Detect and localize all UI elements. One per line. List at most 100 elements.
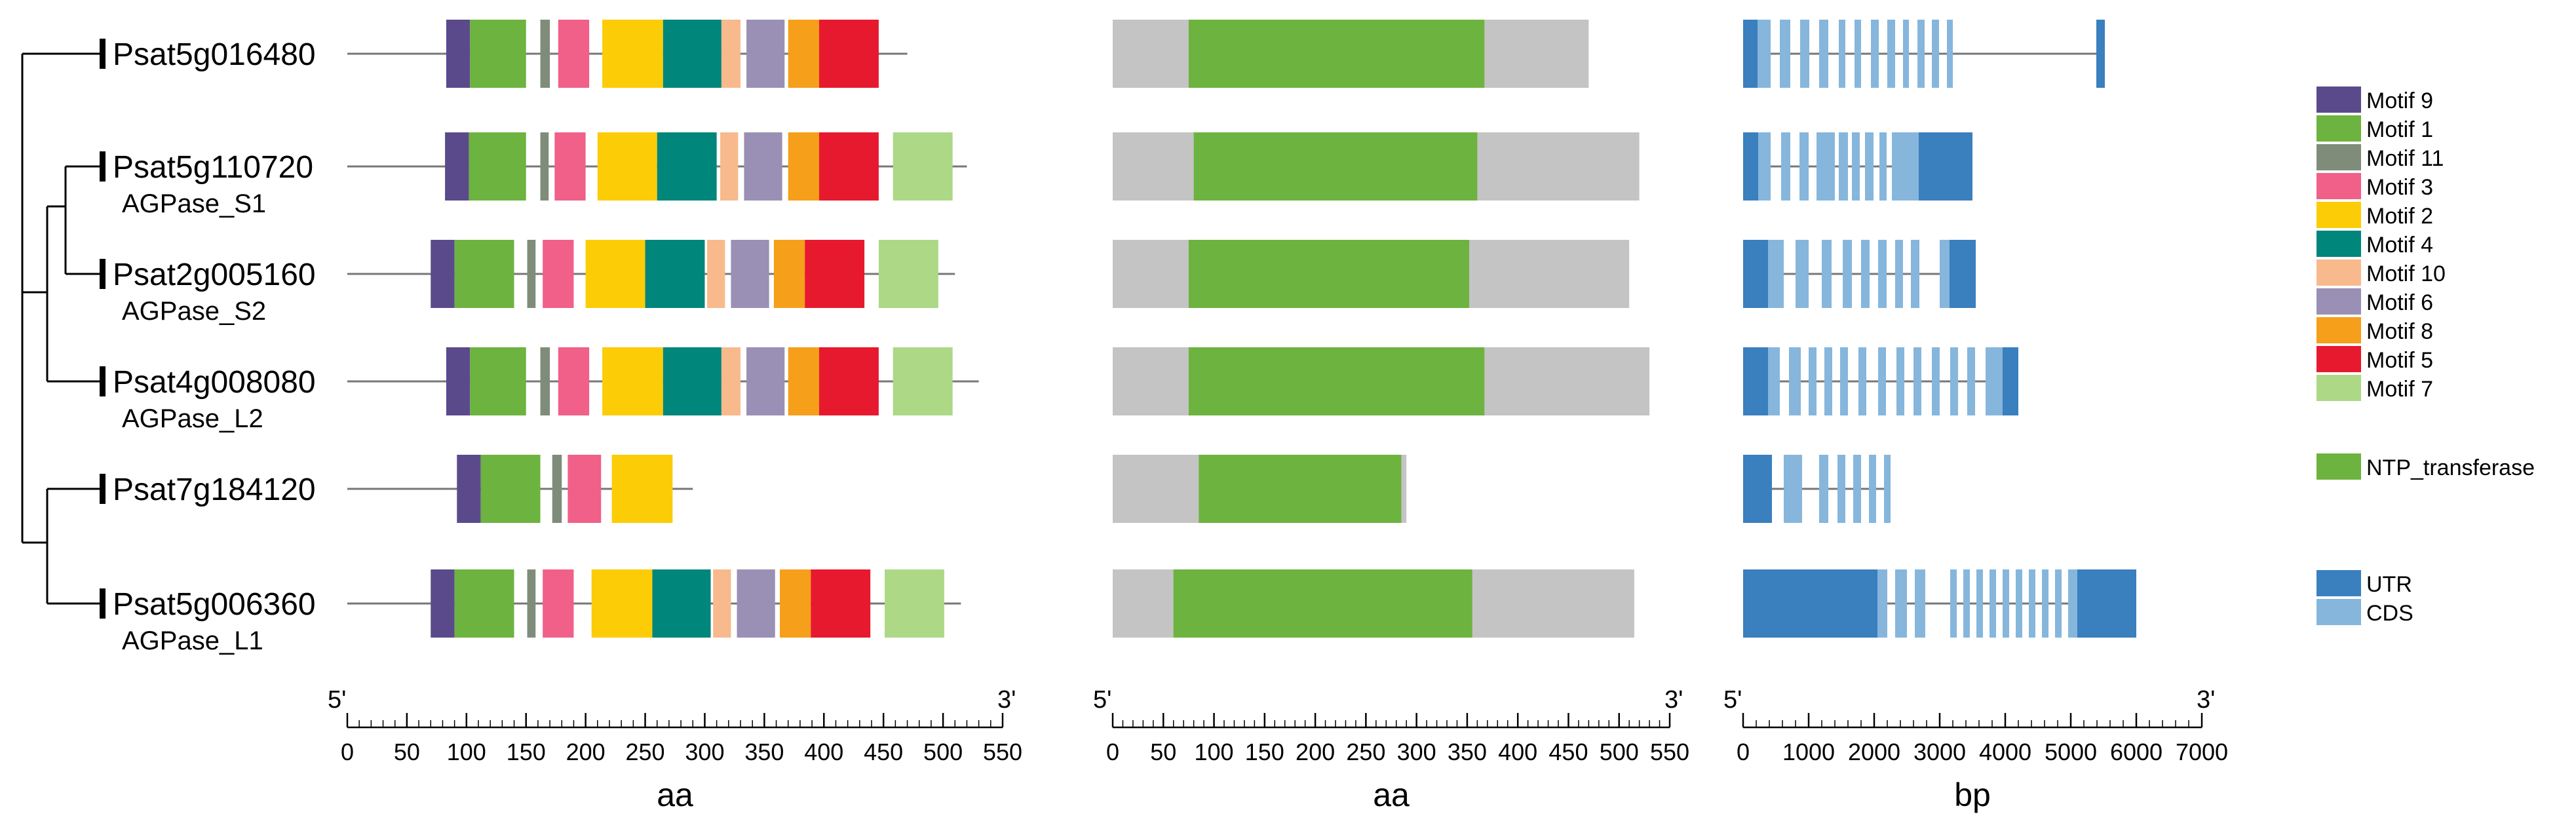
cds-block	[1768, 240, 1784, 308]
motif-box-motif-2	[597, 132, 657, 201]
motif-track	[347, 569, 961, 638]
axis-tick-label: 250	[1346, 739, 1385, 765]
legend-label: Motif 2	[2366, 204, 2433, 229]
legend-item-motif-3: Motif 3	[2316, 173, 2433, 200]
axis-tick-label: 300	[1397, 739, 1436, 765]
motif-box-motif-8	[788, 347, 819, 415]
legend-item-motif-11: Motif 11	[2316, 144, 2444, 171]
cds-block	[2055, 569, 2062, 638]
legend-item-motif-1: Motif 1	[2316, 115, 2433, 142]
motif-track	[347, 240, 955, 308]
motif-track	[347, 347, 979, 415]
cds-block	[1781, 132, 1790, 201]
motif-box-motif-11	[552, 455, 562, 523]
legend-swatch	[2316, 202, 2361, 228]
axis-unit-label: aa	[1373, 777, 1410, 813]
cds-block	[1903, 20, 1909, 88]
cds-block	[1990, 569, 1996, 638]
legend-label: Motif 9	[2366, 88, 2433, 113]
cds-block	[1932, 20, 1939, 88]
domain-track	[1113, 240, 1630, 308]
utr-block	[1743, 132, 1758, 201]
legend-item-motif-8: Motif 8	[2316, 317, 2433, 344]
motif-box-motif-9	[457, 455, 481, 523]
axis-tick-label: 50	[1150, 739, 1176, 765]
motif-track	[347, 132, 967, 201]
axis-tick-label: 0	[341, 739, 354, 765]
legend-swatch	[2316, 173, 2361, 199]
motif-box-motif-5	[805, 240, 865, 308]
cds-block	[1871, 20, 1879, 88]
legend-swatch	[2316, 375, 2361, 401]
axis-tick-label: 550	[983, 739, 1022, 765]
ntp-transferase-domain	[1199, 455, 1402, 523]
cds-block	[1911, 240, 1919, 308]
gene-id-label: Psat5g110720	[113, 150, 313, 185]
legend-label: UTR	[2366, 572, 2412, 597]
gene-row-psat4g008080: Psat4g008080 AGPase_L2	[100, 347, 2018, 433]
cds-block	[1895, 569, 1907, 638]
axis-tick-label: 300	[685, 739, 724, 765]
cds-block	[1887, 20, 1895, 88]
cds-block	[1819, 20, 1828, 88]
gene-marker-psat7g184120	[100, 474, 106, 504]
ntp-transferase-domain	[1188, 347, 1485, 415]
cds-block	[1817, 132, 1835, 201]
cds-block	[1839, 20, 1845, 88]
motif-box-motif-6	[746, 347, 785, 415]
cds-block	[1865, 132, 1874, 201]
legend-swatch	[2316, 570, 2361, 596]
axis-5prime-label: 5'	[1723, 686, 1742, 714]
motif-track	[347, 20, 908, 88]
cds-block	[2029, 569, 2035, 638]
legend-label: Motif 4	[2366, 233, 2433, 258]
motif-box-motif-3	[543, 240, 574, 308]
motif-box-motif-8	[780, 569, 811, 638]
legend-item-ntp-transferase: NTP_transferase	[2316, 453, 2535, 480]
motif-box-motif-10	[713, 569, 731, 638]
motif-box-motif-4	[657, 132, 717, 201]
axis-3prime-label: 3'	[997, 686, 1016, 714]
cds-block	[1913, 347, 1921, 415]
cds-block	[1839, 132, 1848, 201]
motif-box-motif-9	[446, 347, 471, 415]
ntp-transferase-domain	[1173, 569, 1472, 638]
legend-label: Motif 10	[2366, 261, 2446, 286]
legend-label: CDS	[2366, 601, 2413, 626]
legend-item-motif-2: Motif 2	[2316, 202, 2433, 229]
motif-box-motif-11	[540, 132, 549, 201]
gene-marker-psat5g006360	[100, 588, 106, 619]
legend-item-motif-5: Motif 5	[2316, 346, 2433, 373]
legend-swatch	[2316, 231, 2361, 257]
cds-block	[1963, 569, 1970, 638]
axis-domain: 5' 3' 0 50 100 150 200 250 300 350 400 450 500 550 aa	[1093, 686, 1689, 813]
gene-id-label: Psat7g184120	[113, 472, 316, 507]
ntp-transferase-domain	[1188, 240, 1469, 308]
axis-5prime-label: 5'	[1093, 686, 1111, 714]
axis-tick-label: 0	[1737, 739, 1750, 765]
axis-motif: 5' 3' 0 50 100 150 200 250 300 350 400 450 500 550 aa	[328, 686, 1022, 813]
cds-block	[1915, 569, 1925, 638]
cds-block	[1852, 132, 1860, 201]
gene-structure-track	[1743, 569, 2136, 638]
gene-name-label: AGPase_S2	[122, 297, 266, 326]
legend-item-motif-4: Motif 4	[2316, 231, 2433, 258]
cds-block	[1976, 569, 1983, 638]
cds-block	[1869, 455, 1876, 523]
cds-block	[1840, 347, 1848, 415]
legend-swatch	[2316, 317, 2361, 343]
motif-box-motif-3	[543, 569, 574, 638]
motif-track	[347, 455, 693, 523]
motif-box-motif-7	[878, 240, 938, 308]
motif-box-motif-3	[554, 132, 586, 201]
ntp-transferase-domain	[1188, 20, 1485, 88]
cds-block	[1796, 240, 1809, 308]
axis-tick-label: 4000	[1979, 739, 2031, 765]
cds-block	[2042, 569, 2048, 638]
motif-box-motif-2	[585, 240, 645, 308]
motif-box-motif-2	[602, 20, 663, 88]
cds-block	[2068, 569, 2077, 638]
cds-block	[1993, 347, 2003, 415]
legend-label: Motif 7	[2366, 377, 2433, 402]
